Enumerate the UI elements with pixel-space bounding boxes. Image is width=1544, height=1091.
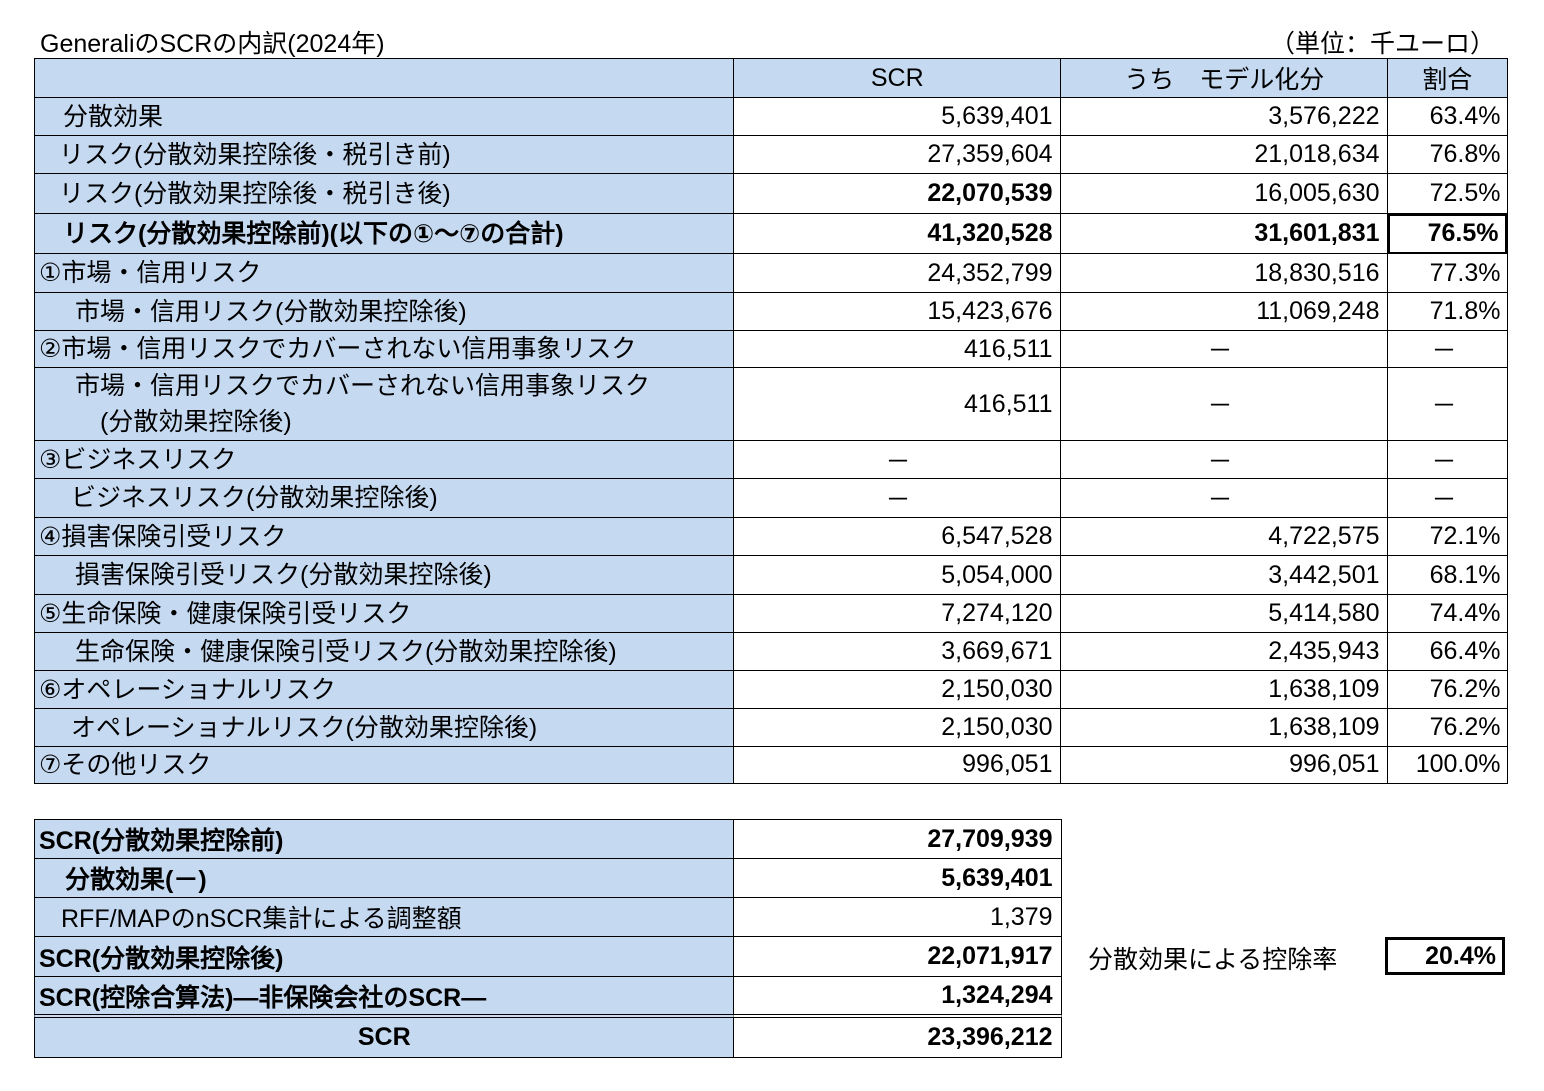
row-label: ビジネスリスク(分散効果控除後) (34, 478, 735, 519)
row-label: ③ビジネスリスク (34, 440, 735, 480)
summary-value: 5,639,401 (733, 858, 1062, 899)
row-model-value: － (1060, 330, 1389, 369)
row-label: 市場・信用リスク(分散効果控除後) (34, 292, 735, 332)
row-model-value: － (1060, 367, 1389, 442)
row-ratio-value: － (1387, 478, 1508, 519)
row-model-value: 996,051 (1060, 746, 1389, 784)
row-ratio-value: 66.4% (1387, 632, 1508, 672)
row-label: リスク(分散効果控除後・税引き後) (34, 173, 735, 215)
row-model-value: － (1060, 478, 1389, 519)
row-label: 市場・信用リスクでカバーされない信用事象リスク (分散効果控除後) (34, 367, 735, 442)
row-model-value: 21,018,634 (1060, 135, 1389, 175)
row-model-value: 18,830,516 (1060, 253, 1389, 294)
row-ratio-value: － (1387, 440, 1508, 480)
row-scr-value: 2,150,030 (733, 670, 1062, 710)
row-ratio-value: 63.4% (1387, 97, 1508, 137)
row-ratio-value: 72.5% (1387, 173, 1508, 215)
summary-value: 27,709,939 (733, 819, 1062, 860)
row-scr-value: 41,320,528 (733, 213, 1062, 255)
row-label: リスク(分散効果控除後・税引き前) (34, 135, 735, 175)
summary-label: RFF/MAPのnSCR集計による調整額 (34, 897, 735, 938)
row-scr-value: 7,274,120 (733, 594, 1062, 634)
row-scr-value: 27,359,604 (733, 135, 1062, 175)
row-label: ④損害保険引受リスク (34, 517, 735, 557)
row-model-value: 16,005,630 (1060, 173, 1389, 215)
row-ratio-value: 76.8% (1387, 135, 1508, 175)
row-scr-value: － (733, 478, 1062, 519)
row-model-value: 5,414,580 (1060, 594, 1389, 634)
header-model: うち モデル化分 (1060, 58, 1389, 99)
row-ratio-value: － (1387, 330, 1508, 369)
row-model-value: 4,722,575 (1060, 517, 1389, 557)
row-scr-value: 996,051 (733, 746, 1062, 784)
summary-label: SCR (34, 1014, 735, 1058)
row-scr-value: 24,352,799 (733, 253, 1062, 294)
row-model-value: 3,576,222 (1060, 97, 1389, 137)
row-label: ⑤生命保険・健康保険引受リスク (34, 594, 735, 634)
row-ratio-value: － (1387, 367, 1508, 442)
deduction-rate-value: 20.4% (1385, 937, 1505, 975)
unit-label: （単位：千ユーロ） (1270, 30, 1496, 58)
row-ratio-value: 74.4% (1387, 594, 1508, 634)
summary-label: 分散効果(－) (34, 858, 735, 899)
row-scr-value: － (733, 440, 1062, 480)
row-scr-value: 15,423,676 (733, 292, 1062, 332)
row-label: 分散効果 (34, 97, 735, 137)
row-ratio-value: 68.1% (1387, 555, 1508, 596)
row-model-value: 31,601,831 (1060, 213, 1389, 255)
row-ratio-value: 100.0% (1387, 746, 1508, 784)
row-ratio-value: 76.5% (1387, 213, 1508, 255)
row-model-value: 1,638,109 (1060, 708, 1389, 748)
summary-value: 23,396,212 (733, 1014, 1062, 1058)
row-model-value: 1,638,109 (1060, 670, 1389, 710)
header-label (34, 58, 735, 99)
row-scr-value: 2,150,030 (733, 708, 1062, 748)
row-scr-value: 416,511 (733, 330, 1062, 369)
row-label: 生命保険・健康保険引受リスク(分散効果控除後) (34, 632, 735, 672)
summary-label: SCR(控除合算法)―非保険会社のSCR― (34, 976, 735, 1016)
row-label: オペレーショナルリスク(分散効果控除後) (34, 708, 735, 748)
row-model-value: 3,442,501 (1060, 555, 1389, 596)
header-scr: SCR (733, 58, 1062, 99)
row-scr-value: 6,547,528 (733, 517, 1062, 557)
row-scr-value: 5,639,401 (733, 97, 1062, 137)
row-label: ②市場・信用リスクでカバーされない信用事象リスク (34, 330, 735, 369)
row-model-value: 11,069,248 (1060, 292, 1389, 332)
row-label: ⑦その他リスク (34, 746, 735, 784)
summary-value: 1,324,294 (733, 976, 1062, 1016)
row-label: 損害保険引受リスク(分散効果控除後) (34, 555, 735, 596)
header-ratio: 割合 (1387, 58, 1508, 99)
summary-value: 1,379 (733, 897, 1062, 938)
summary-value: 22,071,917 (733, 936, 1062, 978)
row-label: ⑥オペレーショナルリスク (34, 670, 735, 710)
row-label: ①市場・信用リスク (34, 253, 735, 294)
summary-label: SCR(分散効果控除前) (34, 819, 735, 860)
deduction-rate-label: 分散効果による控除率 (1088, 946, 1338, 974)
row-ratio-value: 76.2% (1387, 670, 1508, 710)
row-model-value: － (1060, 440, 1389, 480)
row-label: リスク(分散効果控除前)(以下の①～⑦の合計) (34, 213, 735, 255)
row-ratio-value: 72.1% (1387, 517, 1508, 557)
summary-label: SCR(分散効果控除後) (34, 936, 735, 978)
row-model-value: 2,435,943 (1060, 632, 1389, 672)
row-ratio-value: 71.8% (1387, 292, 1508, 332)
row-ratio-value: 77.3% (1387, 253, 1508, 294)
row-ratio-value: 76.2% (1387, 708, 1508, 748)
row-scr-value: 3,669,671 (733, 632, 1062, 672)
row-scr-value: 5,054,000 (733, 555, 1062, 596)
row-scr-value: 416,511 (733, 367, 1062, 442)
row-scr-value: 22,070,539 (733, 173, 1062, 215)
table-title: GeneraliのSCRの内訳(2024年) (40, 30, 385, 58)
